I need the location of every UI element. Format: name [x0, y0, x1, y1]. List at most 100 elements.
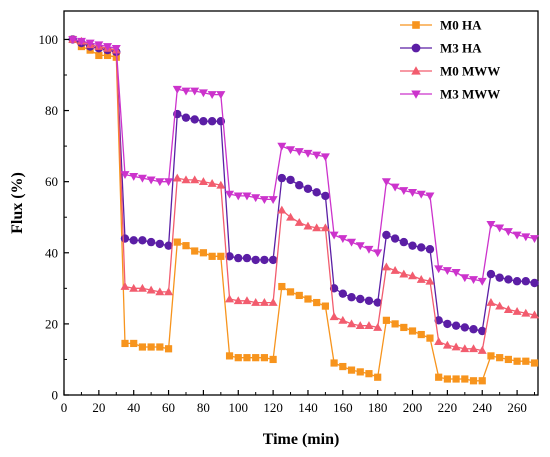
data-point-m0-ha: [217, 252, 225, 260]
data-point-m0-mww: [129, 283, 139, 292]
legend-label: M0 MWW: [440, 64, 500, 79]
data-point-m0-ha: [330, 359, 338, 367]
data-point-m0-mww: [521, 308, 531, 317]
data-point-m0-mww: [268, 298, 278, 306]
plot-area: [63, 10, 539, 396]
data-point-m3-mww: [216, 91, 226, 100]
data-point-m0-mww: [469, 344, 479, 353]
data-point-m3-ha: [199, 117, 208, 126]
data-point-m0-ha: [191, 247, 199, 255]
data-point-m3-mww: [146, 176, 156, 185]
data-point-m0-ha: [443, 375, 451, 383]
data-point-m3-mww: [129, 172, 139, 181]
data-point-m3-ha: [512, 277, 522, 286]
data-point-m3-ha: [321, 191, 330, 201]
data-point-m0-ha: [156, 343, 164, 351]
series-m0-mww: [68, 34, 540, 354]
data-point-m3-mww: [103, 43, 113, 52]
data-point-m0-mww: [399, 269, 409, 278]
x-tick-label: 180: [368, 400, 388, 415]
data-point-m3-ha: [260, 255, 269, 265]
data-point-m0-mww: [242, 296, 252, 305]
data-point-m3-mww: [164, 178, 174, 187]
data-point-m3-ha: [312, 188, 321, 197]
legend-marker: [411, 43, 421, 53]
data-point-m0-mww: [259, 298, 269, 306]
legend-marker: [411, 90, 421, 99]
data-point-m3-ha: [443, 319, 452, 329]
data-point-m0-mww: [225, 294, 235, 303]
y-tick-label: 20: [45, 316, 58, 331]
data-point-m0-ha: [295, 291, 303, 300]
data-point-m0-mww: [486, 298, 496, 306]
data-point-m3-mww: [347, 238, 357, 247]
data-point-m3-ha: [155, 239, 165, 249]
data-point-m0-ha: [365, 370, 373, 378]
data-point-m3-mww: [373, 249, 383, 258]
x-tick-label: 120: [263, 400, 283, 415]
series-m0-ha: [69, 35, 539, 385]
data-point-m3-mww: [495, 224, 505, 233]
x-tick-label: 60: [162, 400, 175, 415]
x-tick-label: 40: [127, 400, 140, 415]
legend-label: M3 MWW: [440, 87, 500, 102]
data-point-m0-mww: [451, 342, 461, 351]
data-point-m3-ha: [408, 241, 417, 250]
data-point-m0-ha: [522, 357, 530, 365]
data-point-m3-mww: [416, 190, 426, 199]
data-point-m3-mww: [303, 149, 313, 158]
data-point-m0-ha: [182, 242, 190, 250]
data-point-m0-mww: [512, 306, 522, 315]
data-point-m0-ha: [138, 343, 147, 351]
data-point-m3-ha: [486, 269, 496, 279]
data-point-m0-mww: [294, 218, 304, 226]
x-tick-label: 140: [298, 400, 318, 415]
y-axis-title: Flux (%): [9, 172, 26, 234]
data-point-m3-mww: [294, 148, 304, 156]
x-tick-label: 160: [333, 400, 353, 415]
data-point-m0-mww: [442, 340, 452, 349]
data-point-m0-ha: [400, 323, 408, 332]
data-point-m3-ha: [295, 181, 304, 190]
data-point-m0-ha: [208, 252, 216, 260]
data-point-m3-mww: [530, 235, 540, 244]
data-point-m0-mww: [373, 322, 383, 331]
data-point-m3-ha: [373, 298, 382, 307]
data-point-m0-mww: [460, 344, 470, 353]
data-point-m0-ha: [313, 298, 321, 307]
data-point-m3-mww: [521, 233, 531, 242]
data-point-m3-mww: [85, 39, 95, 48]
x-axis-title: Time (min): [263, 431, 340, 448]
data-point-m0-mww: [338, 315, 348, 324]
y-tick-label: 60: [45, 174, 58, 189]
data-point-m3-mww: [242, 192, 252, 201]
data-point-m0-ha: [304, 295, 312, 303]
data-point-m0-ha: [461, 375, 469, 383]
data-point-m3-ha: [120, 234, 130, 243]
data-point-m3-ha: [242, 253, 252, 263]
data-point-m0-ha: [252, 354, 260, 362]
legend-label: M0 HA: [440, 18, 482, 33]
data-point-m3-mww: [460, 274, 470, 283]
legend: M0 HA M3 HA M0 MWW M3 MWW: [400, 18, 500, 102]
data-point-m3-mww: [399, 187, 409, 196]
data-point-m0-ha: [391, 320, 399, 328]
legend-item-m0-ha: M0 HA: [400, 18, 482, 33]
x-tick-label: 260: [507, 400, 527, 415]
y-tick-label: 40: [45, 245, 58, 260]
data-point-m3-ha: [286, 175, 295, 185]
data-point-m3-ha: [138, 236, 147, 245]
data-point-m0-mww: [181, 175, 191, 184]
data-point-m0-mww: [216, 180, 226, 189]
data-point-m3-mww: [207, 91, 217, 100]
series-layer: [68, 34, 540, 385]
data-point-m3-mww: [486, 220, 496, 229]
data-point-m0-ha: [487, 352, 495, 360]
x-tick-label: 220: [438, 400, 458, 415]
data-point-m3-ha: [469, 325, 478, 334]
data-point-m0-ha: [199, 249, 208, 257]
data-point-m3-ha: [146, 237, 156, 247]
data-point-m0-ha: [103, 51, 112, 60]
data-point-m0-ha: [260, 354, 269, 362]
data-point-m3-ha: [417, 243, 426, 252]
